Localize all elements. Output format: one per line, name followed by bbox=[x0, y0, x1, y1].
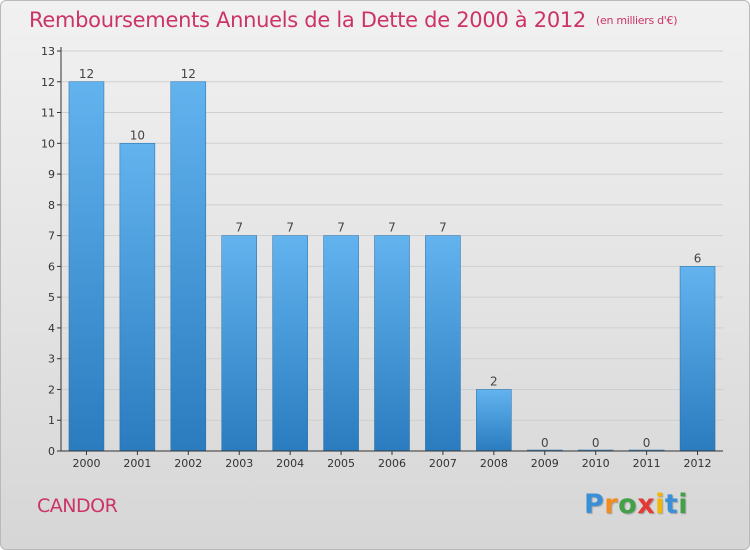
x-tick-label: 2006 bbox=[378, 457, 406, 470]
y-tick-label: 10 bbox=[41, 137, 55, 150]
bars bbox=[68, 81, 716, 452]
x-tick-label: 2007 bbox=[429, 457, 457, 470]
bar-2012 bbox=[679, 266, 716, 452]
bar-2001 bbox=[119, 143, 156, 452]
data-label: 0 bbox=[541, 436, 549, 450]
data-label: 7 bbox=[439, 221, 447, 235]
logo-letter: o bbox=[618, 489, 638, 520]
bar-2006 bbox=[374, 235, 410, 452]
bar-2002 bbox=[170, 81, 207, 452]
data-label: 7 bbox=[337, 221, 345, 235]
x-tick-label: 2003 bbox=[225, 457, 253, 470]
data-label: 2 bbox=[490, 374, 498, 388]
data-label: 12 bbox=[79, 67, 94, 81]
chart-title: Remboursements Annuels de la Dette de 20… bbox=[29, 8, 677, 32]
logo-letter: r bbox=[604, 489, 619, 520]
y-tick-label: 5 bbox=[48, 291, 55, 304]
logo-letter: t bbox=[664, 489, 679, 520]
bar-2004 bbox=[272, 235, 308, 452]
x-tick-label: 2010 bbox=[582, 457, 610, 470]
y-tick-label: 6 bbox=[48, 260, 55, 273]
data-label: 7 bbox=[388, 221, 396, 235]
x-tick-label: 2000 bbox=[72, 457, 100, 470]
x-tick-label: 2005 bbox=[327, 457, 355, 470]
y-tick-label: 4 bbox=[48, 322, 55, 335]
bar-2008 bbox=[476, 389, 512, 452]
bar-2000 bbox=[68, 81, 105, 452]
y-tick-label: 1 bbox=[48, 414, 55, 427]
y-tick-label: 0 bbox=[48, 445, 55, 458]
chart-title-text: Remboursements Annuels de la Dette de 20… bbox=[29, 8, 586, 32]
logo-letter: P bbox=[584, 489, 605, 520]
data-label: 10 bbox=[130, 128, 145, 142]
y-tick-label: 3 bbox=[48, 353, 55, 366]
logo-letter: i bbox=[678, 489, 689, 520]
bar-2005 bbox=[323, 235, 359, 452]
x-tick-label: 2012 bbox=[684, 457, 712, 470]
y-tick-label: 12 bbox=[41, 76, 55, 89]
y-tick-label: 13 bbox=[41, 45, 55, 58]
data-label: 12 bbox=[181, 67, 196, 81]
logo-letter: i bbox=[655, 489, 665, 520]
x-tick-label: 2008 bbox=[480, 457, 508, 470]
data-label: 7 bbox=[235, 221, 243, 235]
y-tick-label: 2 bbox=[48, 383, 55, 396]
x-tick-label: 2011 bbox=[633, 457, 661, 470]
commune-name: CANDOR bbox=[37, 495, 118, 517]
x-tick-label: 2001 bbox=[123, 457, 151, 470]
bar-2003 bbox=[221, 235, 257, 452]
bar-2007 bbox=[425, 235, 461, 452]
data-label: 6 bbox=[694, 251, 702, 265]
data-labels: 12 10 12 7 7 7 7 7 2 0 0 0 6 bbox=[79, 67, 702, 450]
x-tick-label: 2002 bbox=[174, 457, 202, 470]
x-tick-label: 2004 bbox=[276, 457, 304, 470]
y-tick-label: 7 bbox=[48, 230, 55, 243]
x-tick-label: 2009 bbox=[531, 457, 559, 470]
y-tick-label: 11 bbox=[41, 107, 55, 120]
data-label: 7 bbox=[286, 221, 294, 235]
proxiti-logo: Proxiti bbox=[584, 489, 688, 520]
y-tick-label: 9 bbox=[48, 168, 55, 181]
unit-label: (en milliers d'€) bbox=[596, 14, 678, 27]
data-label: 0 bbox=[643, 436, 651, 450]
logo-letter: x bbox=[637, 489, 656, 520]
data-label: 0 bbox=[592, 436, 600, 450]
y-tick-label: 8 bbox=[48, 199, 55, 212]
